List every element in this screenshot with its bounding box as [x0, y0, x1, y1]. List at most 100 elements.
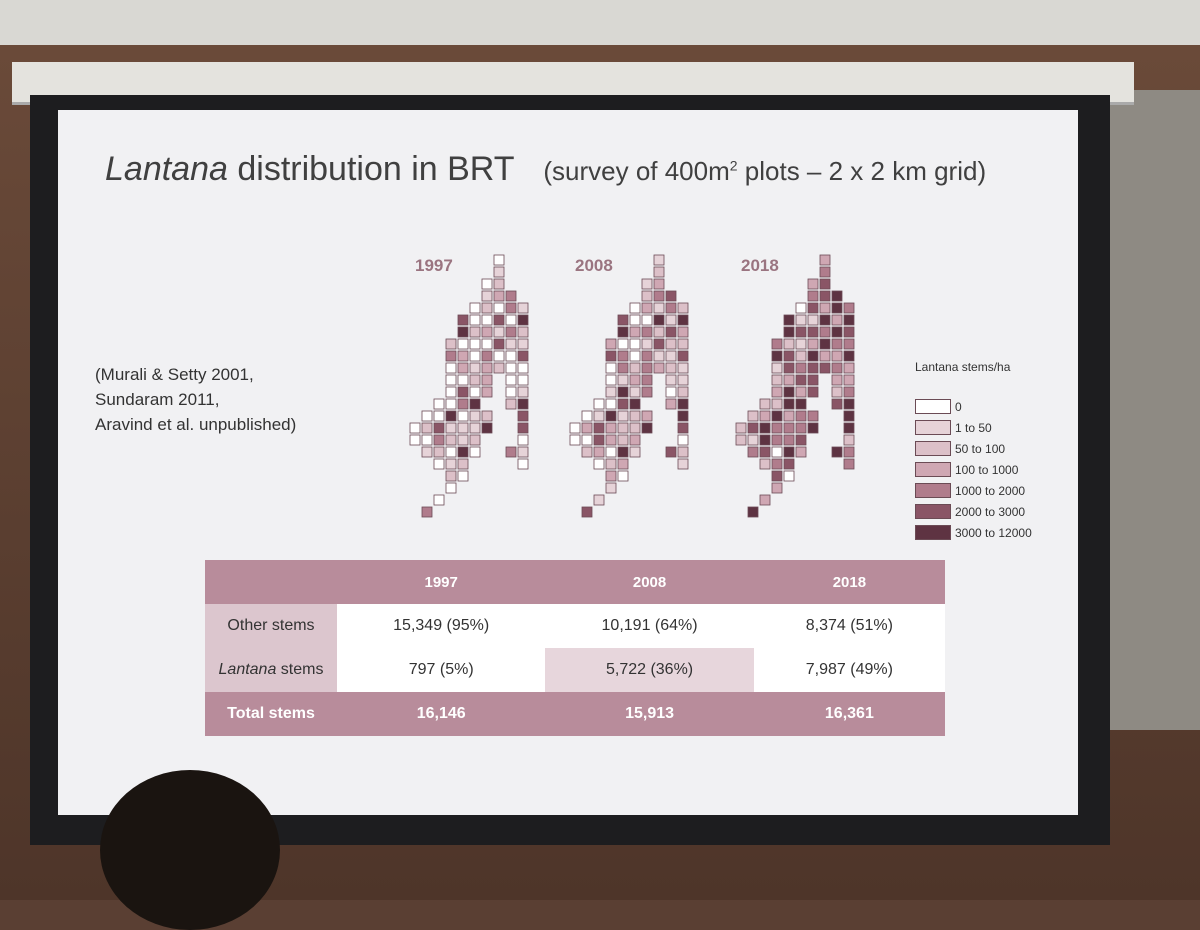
map-cell — [629, 374, 641, 386]
map-cell — [665, 350, 677, 362]
map-cell — [421, 506, 433, 518]
map-cell — [433, 494, 445, 506]
legend-item: 2000 to 3000 — [915, 501, 1032, 522]
map-cell — [819, 254, 831, 266]
map-cell — [653, 302, 665, 314]
map-cell — [831, 314, 843, 326]
column-header: 1997 — [337, 560, 546, 604]
map-cell — [641, 278, 653, 290]
map-cell — [641, 422, 653, 434]
maps: 1997 2008 2018 — [409, 254, 855, 518]
map-cell — [759, 434, 771, 446]
map-cell — [493, 326, 505, 338]
row-label: Other stems — [205, 604, 337, 648]
title-text: distribution in BRT — [227, 150, 514, 188]
map-cell — [677, 350, 689, 362]
map-cell — [617, 458, 629, 470]
legend-label: 1000 to 2000 — [955, 483, 1026, 498]
legend-label: 100 to 1000 — [955, 462, 1019, 477]
map-cell — [617, 314, 629, 326]
map-cell — [421, 422, 433, 434]
map-cell — [629, 314, 641, 326]
map-cell — [783, 374, 795, 386]
map-cell — [445, 446, 457, 458]
map-cell — [641, 386, 653, 398]
title-italic: Lantana — [105, 150, 228, 188]
map-cell — [493, 338, 505, 350]
map-cell — [505, 326, 517, 338]
map-cell — [831, 362, 843, 374]
map-cell — [593, 398, 605, 410]
map-cell — [843, 410, 855, 422]
legend-swatch — [915, 420, 951, 435]
map-cell — [843, 458, 855, 470]
map-cell — [795, 386, 807, 398]
map-cell — [617, 470, 629, 482]
map-cell — [581, 446, 593, 458]
map-cell — [831, 374, 843, 386]
map-cell — [517, 458, 529, 470]
map-cell — [831, 398, 843, 410]
column-header: 2018 — [753, 560, 945, 604]
legend-label: 1 to 50 — [955, 420, 992, 435]
map-cell — [505, 374, 517, 386]
map-cell — [469, 314, 481, 326]
citation: (Murali & Setty 2001, Sundaram 2011, Aravi… — [95, 362, 296, 437]
map-cell — [771, 458, 783, 470]
map-cell — [517, 338, 529, 350]
map-cell — [843, 422, 855, 434]
map-cell — [783, 338, 795, 350]
map-cell — [517, 398, 529, 410]
map-cell — [581, 506, 593, 518]
header-row: 1997 2008 2018 — [205, 560, 945, 604]
map-cell — [481, 290, 493, 302]
side-wall — [1105, 90, 1200, 730]
superscript: 2 — [729, 157, 738, 174]
map-cell — [493, 350, 505, 362]
map-cell — [605, 374, 617, 386]
map-cell — [677, 386, 689, 398]
map-cell — [807, 314, 819, 326]
map-cell — [481, 410, 493, 422]
map-cell — [569, 422, 581, 434]
map-cell — [469, 374, 481, 386]
map-cell — [481, 338, 493, 350]
map-year: 2018 — [741, 256, 779, 275]
map-cell — [617, 374, 629, 386]
row-label-text: stems — [276, 661, 324, 678]
map-cell — [469, 422, 481, 434]
map-cell — [771, 386, 783, 398]
map-cell — [843, 350, 855, 362]
map-cell — [807, 374, 819, 386]
map-cell — [795, 302, 807, 314]
map-cell — [629, 362, 641, 374]
map-cell — [665, 362, 677, 374]
map-cell — [469, 434, 481, 446]
map-cell — [843, 374, 855, 386]
map-cell — [481, 278, 493, 290]
map-cell — [593, 446, 605, 458]
legend-item: 1 to 50 — [915, 417, 1032, 438]
map-cell — [735, 422, 747, 434]
table-cell: 15,913 — [545, 692, 754, 736]
map-cell — [819, 362, 831, 374]
map-cell — [641, 374, 653, 386]
map-cell — [677, 458, 689, 470]
map-cell — [505, 302, 517, 314]
map-cell — [629, 386, 641, 398]
map-cell — [469, 326, 481, 338]
map-cell — [493, 314, 505, 326]
map-cell — [747, 506, 759, 518]
map-cell — [807, 326, 819, 338]
map-cell — [641, 326, 653, 338]
map-year: 1997 — [415, 256, 453, 275]
map-cell — [433, 410, 445, 422]
map-cell — [517, 434, 529, 446]
corner — [205, 560, 337, 604]
map-cell — [593, 494, 605, 506]
map-cell — [783, 386, 795, 398]
audience-head — [100, 770, 280, 930]
map-cell — [653, 266, 665, 278]
map-cell — [831, 302, 843, 314]
map-cell — [807, 410, 819, 422]
